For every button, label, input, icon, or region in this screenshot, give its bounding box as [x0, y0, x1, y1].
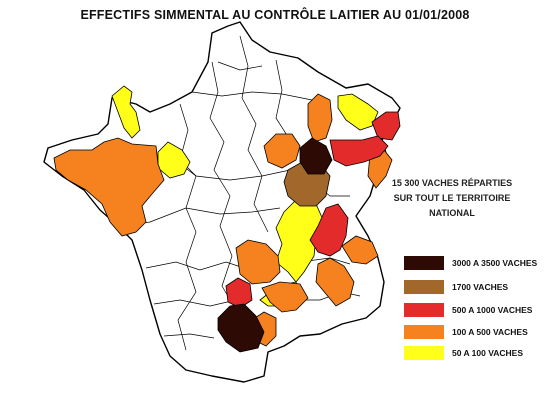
region-50-100-alsace — [337, 93, 379, 131]
legend-swatch — [404, 256, 444, 270]
legend-swatch — [404, 325, 444, 339]
legend-label: 50 A 100 VACHES — [452, 348, 524, 358]
region-100-500-savoie — [341, 235, 379, 265]
region-500-1000-puy — [225, 277, 253, 309]
legend-item: 3000 A 3500 VACHES — [404, 256, 550, 270]
legend-label: 1700 VACHES — [452, 282, 509, 292]
legend-label: 500 A 1000 VACHES — [452, 305, 533, 315]
region-3000-3500-aveyron — [217, 303, 265, 353]
legend-swatch — [404, 346, 444, 360]
region-100-500-cantal — [261, 281, 309, 313]
note-line-2: SUR TOUT LE TERRITOIRE — [393, 193, 511, 203]
legend-item: 50 A 100 VACHES — [404, 346, 550, 360]
map-title: EFFECTIFS SIMMENTAL AU CONTRÔLE LAITIER … — [80, 8, 470, 22]
legend-swatch — [404, 280, 444, 294]
region-50-100-nord — [111, 85, 141, 139]
region-500-1000-jura — [309, 203, 349, 257]
region-100-500-massif-central — [235, 239, 281, 285]
region-100-500-aube — [263, 133, 301, 169]
region-100-500-bretagne — [53, 137, 165, 237]
legend-item: 1700 VACHES — [404, 280, 550, 294]
note-line-1: 15 300 VACHES RÉPARTIES — [391, 178, 513, 188]
note-line-3: NATIONAL — [429, 208, 475, 218]
legend-item: 500 A 1000 VACHES — [404, 303, 550, 317]
region-100-500-nord-est — [307, 93, 333, 143]
legend-label: 3000 A 3500 VACHES — [452, 258, 538, 268]
legend-label: 100 A 500 VACHES — [452, 327, 528, 337]
region-500-1000-lorraine — [329, 135, 389, 167]
region-3000-3500-cote-or — [299, 137, 333, 175]
region-100-500-alpes — [315, 257, 355, 307]
legend-swatch — [404, 303, 444, 317]
legend-item: 100 A 500 VACHES — [404, 325, 550, 339]
total-note: 15 300 VACHES RÉPARTIES SUR TOUT LE TERR… — [382, 176, 522, 221]
